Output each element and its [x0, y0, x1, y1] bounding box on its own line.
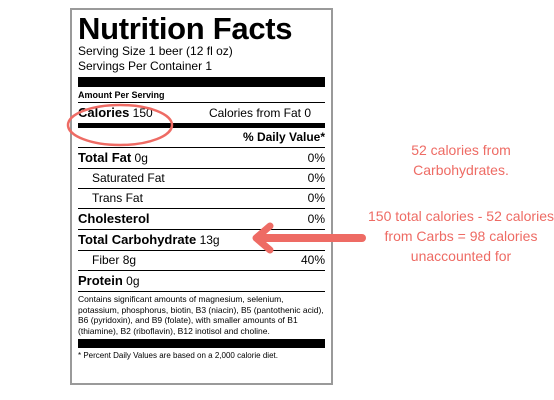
divider [78, 291, 325, 292]
nutrition-label: Nutrition Facts Serving Size 1 beer (12 … [70, 8, 333, 385]
divider [78, 147, 325, 148]
nutrient-dv: 40% [300, 253, 325, 267]
label-title: Nutrition Facts [78, 11, 293, 46]
calories-from-fat: Calories from Fat 0 [208, 106, 311, 120]
nutrient-dv: 0% [307, 191, 325, 205]
daily-value-footnote: * Percent Daily Values are based on a 2,… [78, 351, 278, 360]
calories-label: Calories [78, 105, 130, 120]
nutrient-note: Contains significant amounts of magnesiu… [78, 294, 324, 336]
nutrient-name: Fiber [92, 253, 120, 267]
nutrient-name: Total Carbohydrate [78, 232, 197, 247]
nutrient-dv: 0% [307, 212, 325, 226]
nutrient-name: Saturated Fat [92, 171, 165, 185]
nutrient-dv: 0% [307, 171, 325, 185]
nutrient-amount: 8g [122, 253, 137, 267]
daily-value-header: % Daily Value* [242, 130, 325, 144]
nutrient-dv: 0% [307, 151, 325, 165]
nutrient-name: Total Fat [78, 150, 132, 165]
divider [78, 102, 325, 103]
divider [78, 270, 325, 271]
nutrient-row-cholesterol: Cholesterol 0% [78, 209, 325, 229]
nutrient-row-total-fat: Total Fat 0g 0% [78, 148, 325, 168]
amount-per-serving: Amount Per Serving [78, 90, 165, 100]
nutrient-row-saturated-fat: Saturated Fat 0% [78, 169, 325, 188]
nutrient-amount: 0g [126, 274, 140, 288]
nutrient-amount: 0g [134, 151, 148, 165]
divider [78, 168, 325, 169]
nutrient-amount: 13g [199, 233, 220, 247]
nutrient-name: Cholesterol [78, 211, 150, 226]
divider [78, 208, 325, 209]
nutrient-row-trans-fat: Trans Fat 0% [78, 189, 325, 208]
unaccounted-calories-annotation: 150 total calories - 52 calories from Ca… [368, 208, 554, 264]
nutrient-name: Protein [78, 273, 123, 288]
nutrient-row-total-carbohydrate: Total Carbohydrate 13g [78, 230, 325, 250]
divider [78, 188, 325, 189]
divider [78, 250, 325, 251]
servings-per-container: Servings Per Container 1 [78, 59, 213, 73]
medium-divider [78, 123, 325, 128]
carb-calories-annotation: 52 calories from Carbohydrates. [411, 142, 511, 178]
thick-divider [78, 339, 325, 348]
nutrient-name: Trans Fat [92, 191, 143, 205]
thick-divider [78, 77, 325, 87]
nutrient-row-protein: Protein 0g [78, 271, 325, 291]
nutrient-row-fiber: Fiber 8g 40% [78, 251, 325, 270]
divider [78, 229, 325, 230]
calories-row: Calories 150 Calories from Fat 0 [78, 103, 325, 123]
serving-size: Serving Size 1 beer (12 fl oz) [78, 44, 233, 58]
calories-value: 150 [132, 106, 153, 120]
